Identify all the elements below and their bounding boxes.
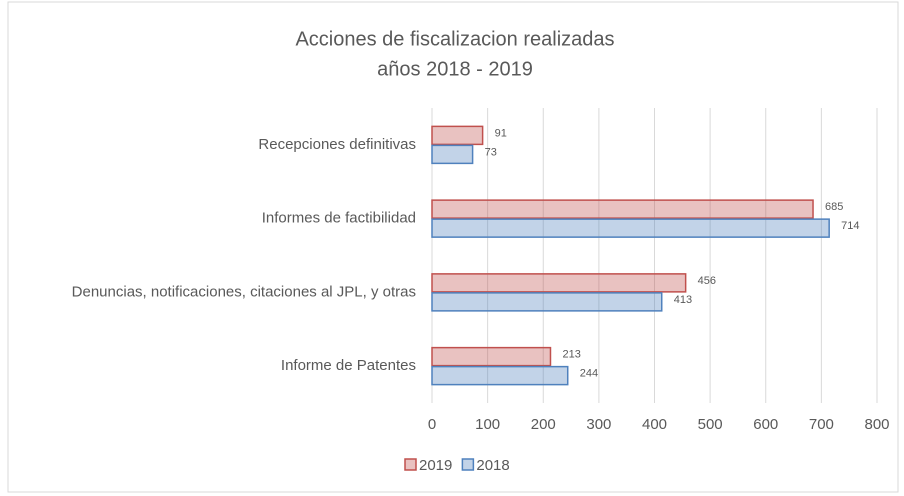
legend-swatch — [404, 458, 417, 471]
data-label: 73 — [485, 146, 497, 158]
chart-title: Acciones de fiscalizacion realizadas — [295, 28, 614, 50]
chart-subtitle: años 2018 - 2019 — [377, 58, 533, 80]
x-tick-label: 300 — [586, 416, 611, 433]
bar — [431, 273, 687, 293]
y-tick-label: Informe de Patentes — [281, 357, 416, 374]
bar — [431, 218, 830, 238]
data-label: 413 — [674, 294, 692, 306]
x-tick-label: 200 — [531, 416, 556, 433]
x-tick-label: 700 — [809, 416, 834, 433]
legend-swatch — [461, 458, 475, 471]
chart-frame — [7, 1, 899, 493]
x-tick-label: 600 — [753, 416, 778, 433]
bar — [431, 199, 814, 219]
legend-label: 2018 — [476, 457, 509, 474]
x-tick-label: 0 — [428, 416, 436, 433]
bar — [431, 292, 663, 312]
x-tick-label: 800 — [864, 416, 889, 433]
bar — [431, 346, 552, 367]
legend-label: 2019 — [419, 457, 452, 474]
y-tick-label: Recepciones definitivas — [258, 136, 416, 153]
data-label: 714 — [841, 220, 859, 232]
y-tick-label: Informes de factibilidad — [262, 210, 416, 227]
y-tick-label: Denuncias, notificaciones, citaciones al… — [72, 283, 416, 300]
x-tick-label: 400 — [642, 416, 667, 433]
bar — [431, 365, 569, 386]
data-label: 91 — [495, 127, 507, 139]
data-label: 213 — [562, 349, 580, 361]
data-label: 244 — [580, 368, 598, 380]
x-tick-label: 100 — [475, 416, 500, 433]
x-tick-label: 500 — [698, 416, 723, 433]
bar — [431, 144, 474, 165]
bar — [431, 125, 484, 146]
data-label: 456 — [698, 275, 716, 287]
data-label: 685 — [825, 201, 843, 213]
